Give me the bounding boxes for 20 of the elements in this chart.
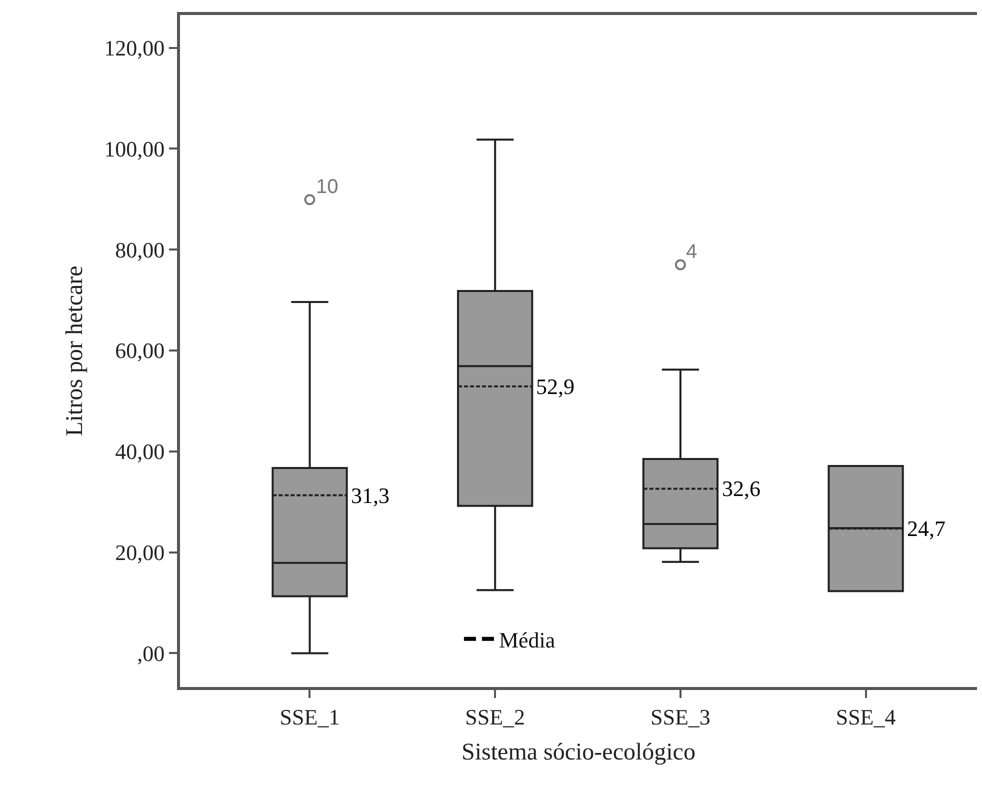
annotation: 10 [316,176,338,198]
y-tick-label: ,00 [137,640,165,666]
y-tick-label: 120,00 [104,35,165,60]
x-tick-label: SSE_3 [650,704,710,730]
y-tick-label: 100,00 [104,136,165,162]
x-tick-label: SSE_1 [280,704,340,730]
x-tick-label: SSE_2 [465,704,526,730]
y-tick-label: 40,00 [115,439,165,464]
y-tick-label: 80,00 [115,237,165,262]
annotation: 52,9 [536,374,574,399]
y-tick-label: 20,00 [115,540,165,565]
x-axis-title: Sistema sócio-ecológico [462,740,696,766]
annotation: 32,6 [722,476,760,501]
x-tick-label: SSE_4 [836,704,896,730]
annotation: 4 [686,241,698,263]
legend-label: Média [498,628,556,652]
y-axis-title: Litros por hetcare [62,266,88,436]
annotation: 24,7 [907,516,946,541]
y-tick-label: 60,00 [115,338,165,364]
annotation: 31,3 [351,483,390,508]
